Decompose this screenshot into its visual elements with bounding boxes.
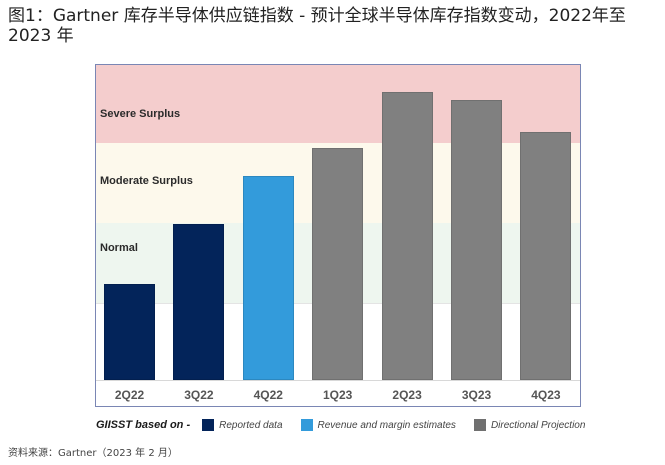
bar-4q23 xyxy=(520,132,572,380)
x-label-2q23: 2Q23 xyxy=(392,388,422,402)
legend-swatch-reported xyxy=(202,419,215,431)
legend: GIISST based on - Reported data Revenue … xyxy=(96,416,603,434)
x-label-2q22: 2Q22 xyxy=(114,388,145,402)
band-label-normal: Normal xyxy=(100,242,138,254)
x-label-3q22: 3Q22 xyxy=(184,388,214,402)
legend-item-projection: Directional Projection xyxy=(473,419,586,431)
legend-swatch-estimates xyxy=(300,419,313,431)
x-label-1q23: 1Q23 xyxy=(323,388,353,402)
x-label-4q23: 4Q23 xyxy=(531,388,561,402)
bar-1q23 xyxy=(312,148,364,380)
legend-heading: GIISST based on - xyxy=(96,419,191,431)
bar-3q23 xyxy=(451,100,502,380)
bar-2q22 xyxy=(104,284,155,380)
legend-label-projection: Directional Projection xyxy=(490,419,586,431)
bar-2q23 xyxy=(381,92,433,380)
band-severe-surplus: Severe Surplus xyxy=(96,65,580,144)
legend-swatch-projection xyxy=(473,419,486,431)
source-note: 资料来源：Gartner（2023 年 2 月） xyxy=(8,448,178,459)
figure-title: 图1：Gartner 库存半导体供应链指数 - 预计全球半导体库存指数变动，20… xyxy=(8,6,626,46)
x-label-4q22: 4Q22 xyxy=(253,388,283,402)
legend-item-estimates: Revenue and margin estimates xyxy=(300,419,456,431)
bar-3q22 xyxy=(173,224,225,380)
x-axis-line xyxy=(96,380,580,381)
band-label-moderate: Moderate Surplus xyxy=(100,175,193,187)
chart-frame: Severe Surplus Moderate Surplus Normal 2… xyxy=(95,64,581,407)
legend-label-reported: Reported data xyxy=(219,419,283,431)
x-label-3q23: 3Q23 xyxy=(461,388,492,402)
bar-4q22 xyxy=(242,176,294,380)
legend-label-estimates: Revenue and margin estimates xyxy=(317,419,456,431)
legend-item-reported: Reported data xyxy=(202,419,283,431)
band-label-severe: Severe Surplus xyxy=(100,108,181,120)
